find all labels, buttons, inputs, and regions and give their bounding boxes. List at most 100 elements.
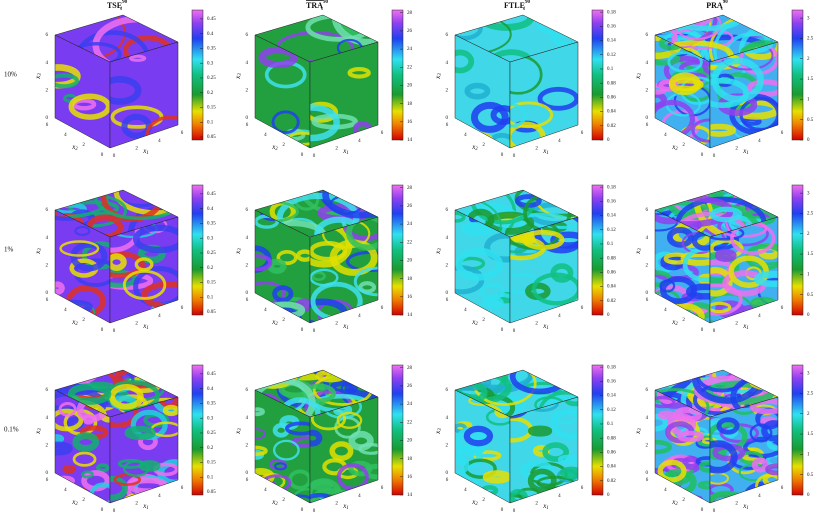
colorbar-tick-label: 1 [807,453,810,458]
pattern-blob [338,15,378,37]
x2-axis-label-sub: 2 [75,147,78,152]
pattern-blob [482,470,510,484]
colorbar-tick-label: 2.5 [807,212,814,217]
colorbar-tick-label: 0.35 [207,222,216,227]
x1-axis-label-main: x [142,322,147,330]
x2-tick-label: 6 [246,123,249,128]
x1-axis-label-sub: 1 [346,326,349,331]
colorbar-tick-label: 14 [407,138,413,143]
x3-axis-label-sub: 3 [638,428,643,431]
x2-tick-label: 6 [246,478,249,483]
pattern-blob [58,402,77,417]
x1-tick-label: 4 [558,139,561,144]
x3-axis-label-main: x [634,250,642,255]
x2-tick-label: 6 [246,298,249,303]
pattern-blob [668,72,701,96]
pattern-blob [710,301,732,314]
x3-tick-label: 0 [646,291,649,296]
x3-axis-label-main: x [34,250,42,255]
colorbar-tick-label: 0.12 [607,228,616,233]
colorbar [391,9,404,141]
column-title: TSE90 s [107,0,128,12]
pattern-blob [747,312,778,323]
colorbar-tick-label: 3 [807,191,810,196]
colorbar-tick-label: 28 [407,186,413,191]
pattern-blob [255,427,266,440]
x3-axis-label-main: x [234,75,242,80]
x3-tick-label: 4 [646,61,649,66]
x2-tick-label: 2 [82,498,85,503]
x1-axis-label-main: x [542,322,547,330]
x3-axis-label-sub: 3 [38,73,43,76]
colorbar-tick-label: 0.04 [607,465,616,470]
colorbar [791,9,804,141]
x2-tick-label: 2 [682,498,685,503]
pattern-blob [455,211,466,223]
pattern-blob [96,463,110,473]
pattern-blob [710,123,736,137]
x1-axis-label: x1 [542,502,549,512]
x1-tick-label: 4 [158,494,161,499]
colorbar-tick-label: 0.16 [607,199,616,204]
x1-tick-label: 0 [113,509,116,514]
x1-tick-label: 0 [313,154,316,159]
pattern-blob [59,240,100,257]
pattern-blob [685,283,710,300]
x1-axis-label: x1 [142,502,149,512]
cube-face [310,42,378,148]
x3-tick-label: 2 [446,263,449,268]
colorbar [791,184,804,316]
pattern-blob [68,93,110,120]
pattern-blob [680,251,710,266]
x1-tick-label: 6 [381,131,384,136]
colorbar-tick-label: 0.02 [607,299,616,304]
x3-axis-label-sub: 3 [38,248,43,251]
pattern-blob [124,425,156,441]
x2-axis-label-sub: 2 [675,147,678,152]
x1-axis-label-sub: 1 [146,151,149,156]
pattern-blob [464,82,491,100]
x2-axis-label: x2 [71,498,78,508]
x1-tick-label: 2 [335,321,338,326]
x1-axis-label-sub: 1 [146,506,149,511]
pattern-blob [697,480,710,490]
x1-tick-label: 6 [181,486,184,491]
colorbar-tick-label: 0.1 [607,67,614,72]
face-edge [509,41,579,149]
x2-tick-label: 6 [646,478,649,483]
x1-axis-label-main: x [342,147,347,155]
pattern-blob [55,441,73,456]
x2-axis-label: x2 [71,143,78,153]
colorbar-tick-label: 22 [407,65,413,70]
pattern-blob [655,15,714,28]
x3-tick-label: 2 [246,263,249,268]
pattern-blob [55,370,89,382]
x1-axis-label-main: x [742,502,747,510]
pattern-blob [345,217,378,251]
pattern-blob [255,370,280,383]
x2-tick-label: 6 [46,298,49,303]
colorbar-tick-label: 0.4 [207,207,214,212]
x1-tick-label: 6 [381,306,384,311]
x1-tick-label: 2 [735,501,738,506]
x3-tick-label: 4 [446,236,449,241]
x2-tick-label: 2 [82,143,85,148]
x1-tick-label: 4 [358,314,361,319]
x3-tick-label: 4 [46,236,49,241]
colorbar-tick-label: 0.02 [607,124,616,129]
pattern-blob [272,285,294,303]
pattern-blob [455,49,475,74]
pattern-blob [463,425,494,447]
pattern-blob [655,413,669,432]
x1-tick-label: 4 [358,494,361,499]
x2-axis-label: x2 [671,143,678,153]
x3-tick-label: 6 [246,33,249,38]
pattern-blob [698,460,710,473]
x2-tick-label: 6 [446,123,449,128]
x3-tick-label: 2 [246,88,249,93]
column-title: FTLE90 s [504,0,530,12]
colorbar-tick-label: 0.06 [607,96,616,101]
x2-tick-label: 0 [701,508,704,513]
x3-axis-label-main: x [634,430,642,435]
